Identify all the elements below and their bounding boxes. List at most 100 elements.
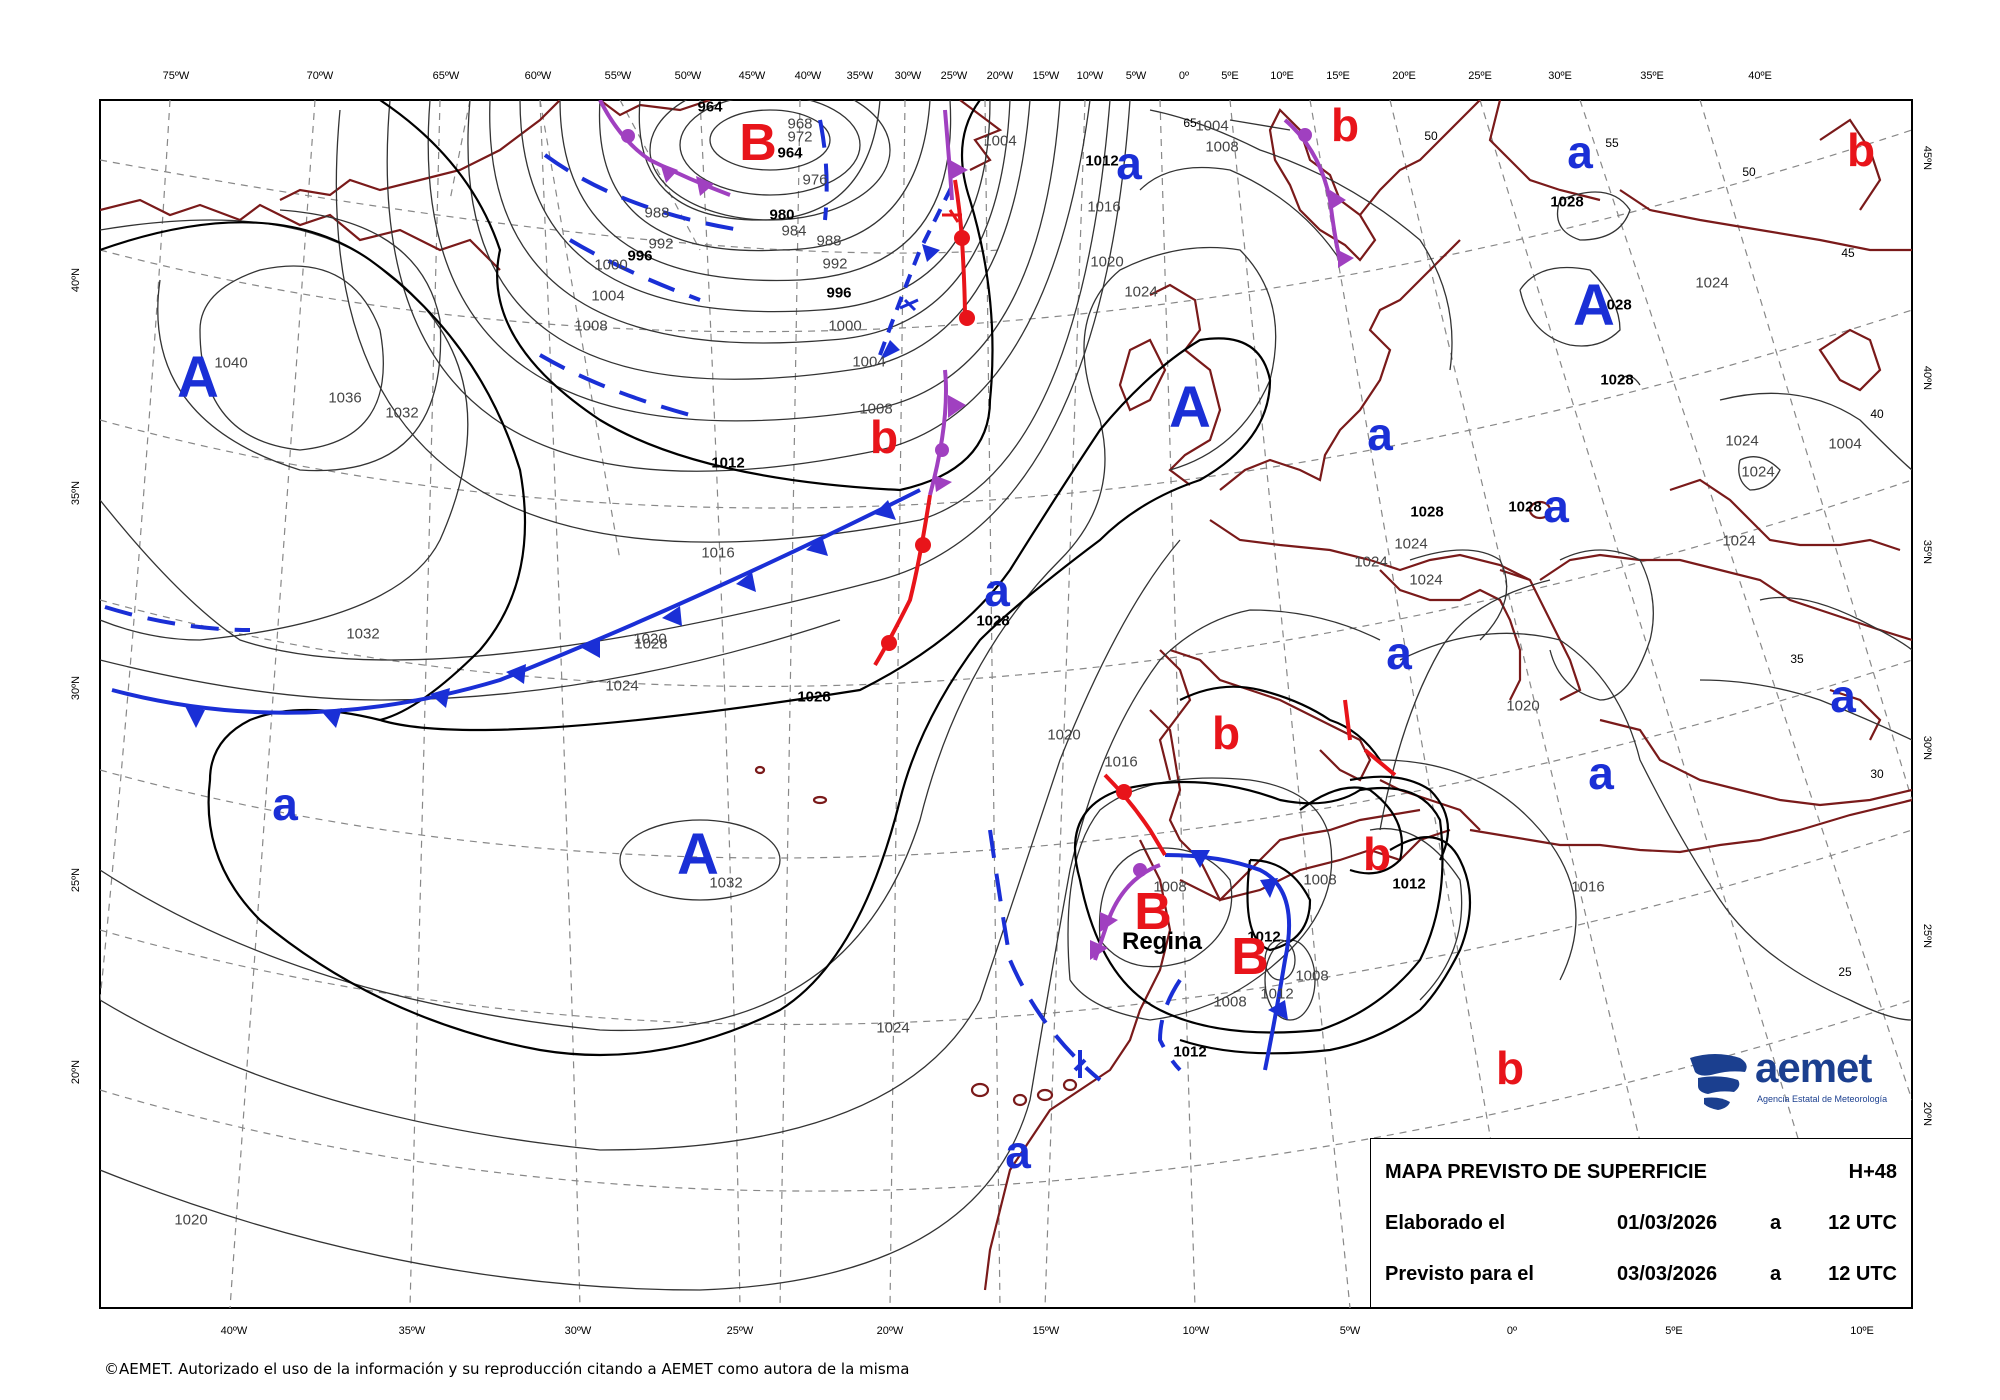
lon-label: 0º [1178,70,1190,82]
coastlines [100,100,1912,1291]
isobar-label: 1008 [1295,967,1329,985]
lat-label: 40ºN [70,267,83,293]
lon-label: 10ºE [1850,1325,1874,1337]
grid-number: 55 [1605,136,1619,150]
front-cross [942,209,962,223]
high-pressure-label: A [177,345,219,410]
isobar-label: 964 [697,98,723,116]
troughs [104,119,1182,1082]
lat-label: 20ºN [1921,1101,1934,1127]
isobar-label: 1024 [1124,283,1158,301]
relative-high-label: a [1005,1126,1031,1178]
relative-low-label: b [1330,99,1360,151]
isobar-label: 1020 [174,1211,208,1229]
isobar-label: 1028 [976,612,1010,630]
isobar-label: 1024 [1394,535,1428,553]
info-row-elaborated: Elaborado el 01/03/2026 a 12 UTC [1385,1212,1897,1240]
isobar-label: 1020 [1090,253,1124,271]
lat-label: 20ºN [70,1059,83,1085]
forecast-info-box: MAPA PREVISTO DE SUPERFICIE H+48 Elabora… [1370,1138,1912,1308]
relative-high-label: a [1116,137,1142,189]
lat-label: 30ºN [1921,735,1934,761]
relative-high-label: a [1588,747,1614,799]
isobar-label: 1012 [1392,875,1426,893]
lat-label: 45ºN [1921,145,1934,171]
isobar-label: 1012 [1247,928,1281,946]
isobar-label: 980 [769,206,795,224]
grid-number: 35 [1790,652,1804,666]
isobar-label: 1004 [1828,435,1862,453]
lon-label: 20ºW [986,70,1014,82]
copyright-notice: ©AEMET. Autorizado el uso de la informac… [104,1360,910,1378]
lon-label: 40ºW [220,1325,248,1337]
isobar-label: 1040 [214,354,248,372]
lon-label: 10ºW [1076,70,1104,82]
isobar-label: 1028 [1600,371,1634,389]
isobar-label: 1004 [591,287,625,305]
isobar-label: 1036 [328,389,362,407]
lon-label: 60ºW [524,70,552,82]
relative-high-label: a [1367,408,1393,460]
relative-high-label: a [1830,670,1856,722]
elaborated-a: a [1770,1212,1782,1234]
lon-label: 0º [1506,1325,1518,1337]
forecast-time: 12 UTC [1828,1263,1897,1285]
isobar-label: 996 [826,284,852,302]
isobar-label: 1028 [797,688,831,706]
parallels [100,129,1912,1192]
isobar-label: 1000 [828,317,862,335]
lon-label: 15ºE [1326,70,1350,82]
low-pressure-label: B [1231,928,1269,986]
lat-label: 25ºN [1921,923,1934,949]
lon-label: 25ºE [1468,70,1492,82]
high-pressure-label: A [1169,375,1211,440]
lon-label: 30ºE [1548,70,1572,82]
isobar-label: 1024 [1695,274,1729,292]
isobar-label: 976 [802,171,828,189]
isobar-label: 1004 [852,353,886,371]
lon-label: 75ºW [162,70,190,82]
high-pressure-label: A [1573,273,1615,338]
lon-label: 30ºW [894,70,922,82]
lon-label: 50ºW [674,70,702,82]
relative-high-label: a [1543,480,1569,532]
lon-label: 25ºW [940,70,968,82]
isobar-label: 1016 [1571,878,1605,896]
lon-label: 55ºW [604,70,632,82]
lon-label: 20ºW [876,1325,904,1337]
isobar-label: 1032 [385,404,419,422]
lon-label: 20ºE [1392,70,1416,82]
relative-low-label: b [1846,124,1876,176]
isobar-label: 1012 [1085,152,1119,170]
isobar-label: 1008 [1213,993,1247,1011]
lon-label: 15ºW [1032,1325,1060,1337]
relative-high-label: a [1567,126,1593,178]
isobar-label: 1028 [1410,503,1444,521]
isobar-label: 1004 [1195,117,1229,135]
info-row-title: MAPA PREVISTO DE SUPERFICIE H+48 [1385,1161,1897,1189]
isobar-label: 1028 [1598,296,1632,314]
high-pressure-label: A [677,822,719,887]
forecast-lead-time: H+48 [1848,1161,1897,1183]
lat-label: 35ºN [70,480,83,506]
relative-high-label: a [984,564,1010,616]
isobar-label: 1016 [1104,753,1138,771]
lon-label: 10ºW [1182,1325,1210,1337]
low-pressure-label: B [739,114,777,172]
isobar-label: 1008 [574,317,608,335]
low-pressure-label: B [1134,883,1172,941]
map-title: MAPA PREVISTO DE SUPERFICIE [1385,1161,1707,1183]
grid-number: 40 [1870,407,1884,421]
lon-label: 5ºE [1665,1325,1683,1337]
isobar-label: 1000 [594,256,628,274]
isobar-label: 1024 [1722,532,1756,550]
isobar-label: 1032 [709,874,743,892]
isobar-label: 1004 [983,132,1017,150]
info-row-forecast: Previsto para el 03/03/2026 a 12 UTC [1385,1263,1897,1291]
isobar-label: 988 [644,204,670,222]
isobar-label: 1008 [859,400,893,418]
lon-label: 45ºW [738,70,766,82]
lon-label: 35ºE [1640,70,1664,82]
isobar-label: 1012 [1173,1043,1207,1061]
